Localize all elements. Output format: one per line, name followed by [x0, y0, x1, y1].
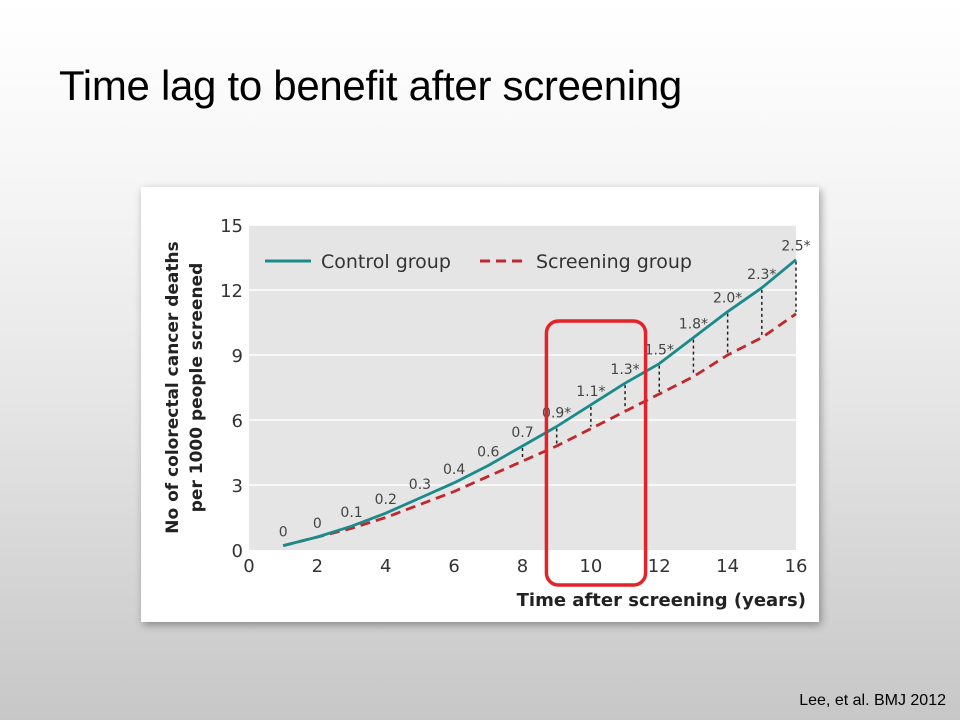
difference-label: 0.1 [340, 505, 362, 521]
figure-card: 0 3 6 9 12 15 0 2 4 6 8 10 12 14 16 0 0 0.1 0.2 0.3 0.4 0.6… [141, 187, 819, 622]
difference-label: 0.6 [477, 445, 499, 461]
difference-label: 0 [313, 516, 322, 532]
y-tick-label: 3 [232, 476, 243, 497]
difference-label: 0.2 [375, 492, 397, 508]
series-lines [282, 258, 797, 548]
y-axis-label: No of colorectal cancer deaths per 1000 p… [163, 241, 207, 534]
difference-label: 1.3* [610, 362, 639, 378]
x-tick-label: 14 [716, 556, 739, 577]
y-axis-label-line-1: No of colorectal cancer deaths [163, 241, 183, 534]
legend: Control group Screening group [265, 251, 692, 273]
x-axis-label: Time after screening (years) [517, 590, 806, 611]
x-tick-label: 0 [243, 556, 254, 577]
y-tick-label: 6 [232, 411, 243, 432]
difference-label: 0.4 [443, 462, 465, 478]
highlight-box [544, 319, 648, 587]
legend-label-control: Control group [321, 251, 451, 273]
y-tick-label: 15 [220, 216, 243, 237]
y-tick-labels: 0 3 6 9 12 15 [220, 216, 243, 562]
difference-markers: 0 0 0.1 0.2 0.3 0.4 0.6 0.7 0.9* 1.1* 1.3* 1.5* 1.8*… [279, 239, 811, 541]
y-axis-label-line-2: per 1000 people screened [187, 263, 207, 513]
difference-label: 1.5* [645, 343, 674, 359]
legend-label-screening: Screening group [536, 251, 692, 273]
x-tick-label: 16 [785, 556, 808, 577]
difference-label: 2.0* [713, 291, 742, 307]
citation: Lee, et al. BMJ 2012 [799, 692, 946, 709]
y-tick-label: 12 [220, 281, 243, 302]
control-group-line [282, 258, 797, 548]
difference-label: 1.8* [679, 317, 708, 333]
difference-label: 0.9* [542, 406, 571, 422]
x-tick-label: 2 [312, 556, 323, 577]
x-tick-label: 8 [517, 556, 528, 577]
x-tick-label: 4 [380, 556, 391, 577]
screening-group-line [282, 312, 797, 548]
x-tick-labels: 0 2 4 6 8 10 12 14 16 [243, 556, 807, 577]
difference-label: 2.5* [781, 239, 810, 255]
difference-label: 2.3* [747, 267, 776, 283]
x-tick-label: 12 [648, 556, 671, 577]
y-tick-label: 0 [232, 541, 243, 562]
gridlines [249, 224, 796, 486]
difference-label: 1.1* [576, 384, 605, 400]
plot-area [249, 225, 796, 550]
slide-title: Time lag to benefit after screening [59, 62, 682, 109]
x-tick-label: 10 [579, 556, 602, 577]
difference-label: 0.7 [511, 425, 533, 441]
y-tick-label: 9 [232, 346, 243, 367]
difference-label: 0 [279, 525, 288, 541]
x-tick-label: 6 [448, 556, 459, 577]
difference-label: 0.3 [409, 477, 431, 493]
